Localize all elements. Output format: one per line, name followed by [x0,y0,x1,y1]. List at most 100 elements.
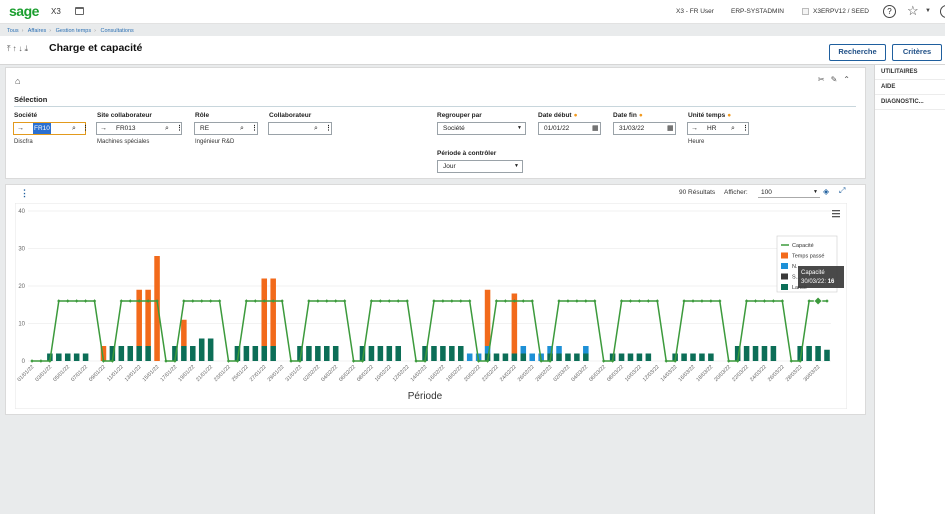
capacite-point [316,299,320,303]
bar-lancé [181,346,187,361]
legend-item: Temps passé [792,254,824,260]
bar-n [547,346,553,354]
expand-icon[interactable]: ⤢ [839,186,846,195]
site-label: Site collaborateur [97,112,152,119]
capacite-point [825,299,829,303]
user-avatar-icon[interactable] [940,5,945,18]
periode-value[interactable]: Jour [443,163,456,170]
capacite-point [155,299,159,303]
periode-select[interactable]: Jour ▼ [437,160,523,173]
afficher-select[interactable]: 100 ▼ [758,187,820,198]
home-icon[interactable]: ⌂ [15,76,21,86]
role-field[interactable]: RE ⌕ ⋮ [194,122,258,135]
capacite-point [459,299,463,303]
calendar-icon[interactable]: ▦ [592,125,599,132]
sage-logo[interactable]: sage [9,3,39,19]
bar-lancé [824,349,830,361]
capacite-point [280,299,284,303]
edit-icon[interactable]: ✎ [830,75,844,84]
societe-value[interactable]: FR10 [33,123,51,134]
chevron-down-icon[interactable]: ▼ [514,163,519,169]
kebab-icon[interactable]: ⋮ [82,125,89,132]
bar-tempspassé [261,278,268,346]
search-icon[interactable]: ⌕ [165,125,169,132]
capacite-point [92,299,97,303]
chevron-down-icon[interactable]: ▼ [813,189,818,195]
breadcrumb-item[interactable]: Tous [7,28,19,34]
breadcrumb-item[interactable]: Gestion temps [55,28,92,34]
bar-lancé [618,353,625,361]
kebab-icon[interactable]: ⋮ [325,125,332,132]
aide-link[interactable]: AIDE [875,80,945,95]
unite-field[interactable]: → HR ⌕ ⋮ [687,122,749,135]
criteres-button[interactable]: Critères [892,44,942,61]
date-debut-field[interactable]: 01/01/22 ▦ [538,122,601,135]
bar-lancé [574,353,580,361]
page-title: Charge et capacité [49,42,143,54]
capacite-point [476,359,481,363]
folder-label[interactable]: X3ERPV12 / SEED [813,8,869,15]
chevron-down-icon[interactable]: ▼ [517,125,522,131]
calendar-icon[interactable] [75,7,84,15]
kebab-icon[interactable]: ⋮ [251,125,258,132]
bar-lancé [324,346,330,361]
kebab-icon[interactable]: ⋮ [742,125,749,132]
regrouper-value[interactable]: Société [443,125,465,132]
site-field[interactable]: → FR013 ⌕ ⋮ [96,122,183,135]
calendar-icon[interactable]: ▦ [667,125,674,132]
search-icon[interactable]: ⌕ [72,125,76,132]
breadcrumb-item[interactable]: Affaires [27,28,47,34]
recherche-button[interactable]: Recherche [829,44,886,61]
date-debut-value[interactable]: 01/01/22 [544,125,570,132]
capacite-point [173,359,177,363]
capacite-point [137,299,141,303]
capacite-point [208,299,213,303]
date-fin-value[interactable]: 31/03/22 [619,125,645,132]
afficher-value[interactable]: 100 [761,189,772,196]
help-icon[interactable]: ? [883,5,896,18]
layers-icon[interactable]: ◈ [823,187,830,196]
breadcrumb-item[interactable]: Consultations [100,28,134,34]
collapse-icon[interactable]: ⌃ [843,75,856,84]
bar-lancé [752,346,759,361]
legend-swatch-icon [781,284,788,290]
capacite-point [548,359,552,363]
search-icon[interactable]: ⌕ [314,125,318,132]
capacite-point [298,359,302,363]
arrow-right-icon[interactable]: → [100,125,107,132]
search-icon[interactable]: ⌕ [731,125,735,132]
capacite-point [119,299,124,303]
search-icon[interactable]: ⌕ [240,125,244,132]
arrow-right-icon[interactable]: → [17,125,24,132]
regrouper-select[interactable]: Société ▼ [437,122,526,135]
capacite-point-highlight [813,296,823,306]
legend-item: S... [792,275,801,281]
role-value[interactable]: RE [200,125,210,132]
date-fin-field[interactable]: 31/03/22 ▦ [613,122,676,135]
capacite-point [271,299,275,303]
kebab-icon[interactable]: ⋮ [176,125,183,132]
user-label[interactable]: X3 - FR User [676,8,714,15]
star-icon[interactable]: ☆ [907,3,919,18]
nav-arrows-icon[interactable]: ⤒↑↓⤓ [7,44,31,53]
capacite-point [235,359,240,363]
site-value[interactable]: FR013 [116,125,136,132]
arrow-right-icon[interactable]: → [691,125,698,132]
utilitaires-link[interactable]: UTILITAIRES [875,65,945,80]
settings-icon[interactable]: ✂ [817,75,831,84]
bar-lancé [252,346,259,361]
menu-icon[interactable] [832,210,840,218]
chevron-down-icon[interactable]: ▼ [925,8,931,14]
capacite-point [557,299,561,303]
folder-checkbox[interactable] [802,8,809,15]
societe-field[interactable]: → FR10 ⌕ ⋮ [13,122,89,135]
kebab-icon[interactable]: ⋮ [20,188,29,198]
unite-value[interactable]: HR [707,125,717,132]
admin-label[interactable]: ERP-SYSTADMIN [731,8,784,15]
collaborateur-label: Collaborateur [269,112,312,119]
bar-lancé [127,346,134,361]
collaborateur-field[interactable]: ⌕ ⋮ [268,122,332,135]
bar-lancé [431,346,437,361]
bar-lancé [145,346,151,361]
diagnostic-link[interactable]: DIAGNOSTIC... [875,95,945,110]
